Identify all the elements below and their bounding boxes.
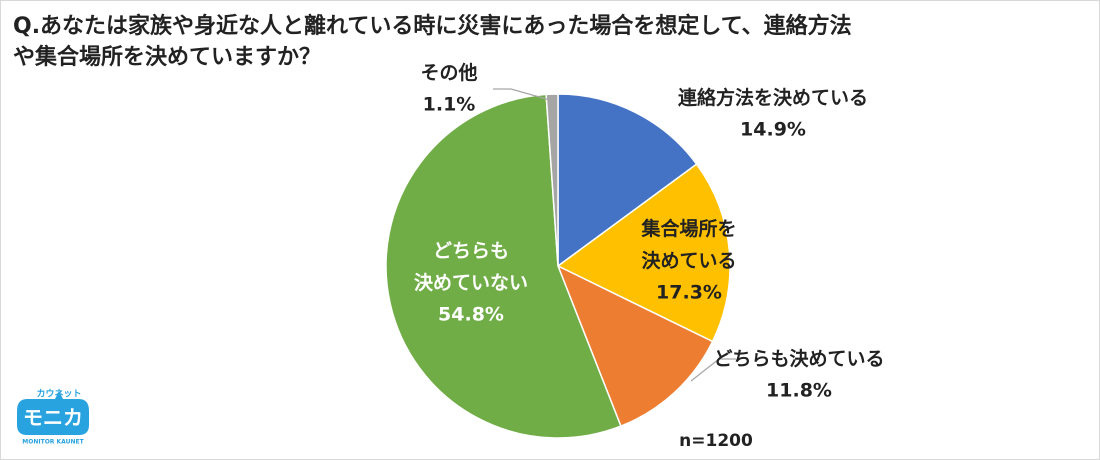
category-label: その他	[420, 61, 477, 84]
value-label: 14.9%	[740, 119, 806, 141]
pie-slice	[385, 93, 622, 439]
value-label: 17.3%	[656, 282, 722, 304]
leader-line	[493, 88, 551, 101]
category-label: どちらも決めている	[713, 348, 884, 370]
sample-size: n=1200	[679, 431, 753, 451]
chart-title: Q.あなたは家族や身近な人と離れている時に災害にあった場合を想定して、連絡方法や…	[13, 14, 852, 70]
leader-line	[690, 358, 736, 382]
category-label: どちらも決めていない	[414, 240, 528, 294]
pie-slice	[545, 93, 559, 267]
pie-slice	[557, 93, 698, 268]
logo-bubble	[17, 391, 89, 435]
category-label: 連絡方法を決めている	[678, 86, 868, 109]
logo-top: カウネット	[36, 389, 81, 400]
value-label: 11.8%	[766, 380, 832, 402]
leader-lines	[493, 88, 736, 382]
value-label: 54.8%	[438, 304, 504, 326]
value-label: 1.1%	[423, 94, 476, 116]
pie-slice	[556, 163, 731, 343]
logo: カウネット モニカ MONITOR KAUNET	[17, 389, 89, 446]
logo-name: モニカ	[23, 406, 83, 430]
pie-slice	[556, 264, 714, 428]
logo-sub: MONITOR KAUNET	[22, 439, 84, 446]
slices	[385, 93, 731, 439]
category-label: 集合場所を決めている	[640, 217, 736, 272]
